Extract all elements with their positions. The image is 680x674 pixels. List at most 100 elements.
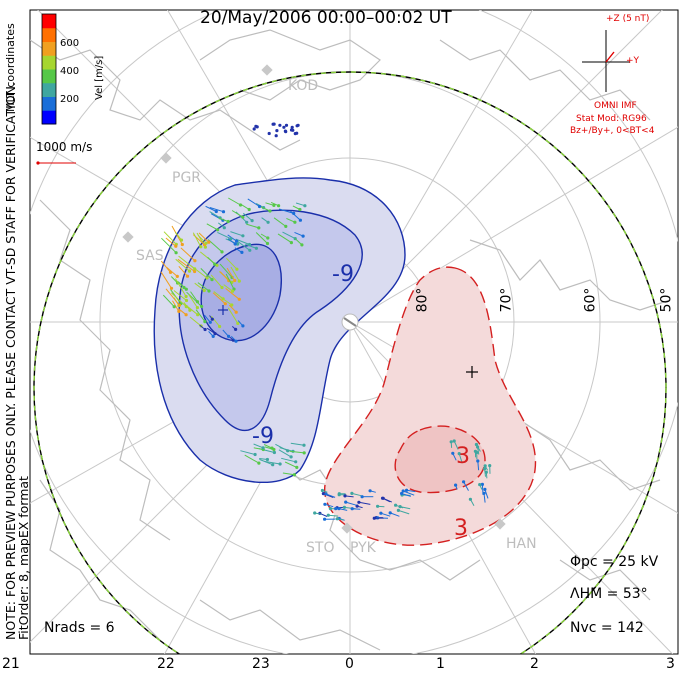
- coastlines: [30, 29, 671, 651]
- velocity-vector: [217, 231, 232, 240]
- vector-origin: [291, 128, 295, 132]
- velocity-vector: [228, 304, 237, 313]
- velocity-vector: [377, 505, 385, 508]
- potential-maximum-marker: [466, 366, 478, 378]
- velocity-vector: [483, 493, 486, 503]
- velocity-vector: [220, 296, 233, 306]
- velocity-vector: [395, 504, 404, 509]
- latitude-label: 50°: [658, 287, 675, 313]
- vector-origin: [284, 123, 289, 127]
- velocity-vector: [479, 484, 483, 490]
- velocity-vector: [162, 294, 175, 308]
- side-note: NOTE: FOR PREVIEW PURPOSES ONLY. PLEASE …: [3, 82, 31, 640]
- imf-condition-label: Bz+/By+, 0<BT<4: [570, 126, 655, 136]
- velocity-vector: [453, 440, 459, 450]
- site-label: PGR: [172, 170, 202, 186]
- velocity-vector: [240, 450, 256, 455]
- colorbar-tick: 200: [60, 94, 80, 105]
- velocity-vector: [264, 460, 281, 465]
- velocity-vector: [160, 260, 171, 273]
- velocity-vector: [195, 309, 206, 322]
- velocity-vector: [294, 231, 304, 237]
- vector-scale-label: 1000 m/s: [36, 140, 93, 154]
- imf-scale-label: +Z (5 nT): [606, 14, 650, 24]
- velocity-vector: [197, 282, 210, 292]
- velocity-vector: [242, 212, 253, 221]
- velocity-vector: [401, 493, 411, 497]
- velocity-vector: [278, 208, 294, 214]
- velocity-vector: [356, 505, 363, 509]
- velocity-vector: [192, 232, 202, 248]
- vector-origin: [372, 516, 376, 520]
- velocity-vector: [229, 336, 234, 341]
- velocity-vector: [289, 450, 305, 454]
- velocity-vector: [209, 211, 221, 219]
- colorbar-segment: [42, 55, 56, 70]
- plot-frame: [29, 9, 679, 655]
- colorbar-segment: [42, 82, 56, 97]
- velocity-vector: [259, 458, 273, 466]
- velocity-vector: [209, 315, 213, 320]
- colorbar-segment: [42, 27, 56, 42]
- imf-model-label: Stat Mod: RG96: [576, 114, 647, 124]
- radar-count: Nrads = 6: [44, 620, 115, 636]
- mlt-label: 1: [436, 656, 445, 672]
- velocity-vector: [290, 210, 301, 221]
- velocity-vector: [294, 238, 303, 246]
- velocity-vector: [484, 465, 489, 471]
- velocity-vector: [277, 233, 292, 244]
- velocity-vector: [178, 308, 187, 316]
- velocity-vector: [165, 288, 180, 306]
- velocity-vector: [231, 326, 236, 330]
- velocity-vector: [190, 291, 198, 302]
- velocity-vector: [207, 256, 216, 265]
- velocity-vector: [322, 490, 328, 493]
- velocity-vector: [380, 512, 391, 517]
- hm-boundary-latitude: ΛHM = 53°: [570, 586, 648, 602]
- velocity-vector: [227, 307, 239, 324]
- velocity-vector: [259, 205, 271, 212]
- velocity-vector: [205, 205, 217, 212]
- velocity-vector: [265, 202, 275, 206]
- velocity-vector: [292, 205, 301, 210]
- velocity-vector: [259, 458, 268, 460]
- velocity-vector: [174, 278, 187, 297]
- mlt-label: 22: [157, 656, 175, 672]
- velocity-vector: [176, 280, 185, 288]
- vector-count: Nvc = 142: [570, 620, 644, 636]
- velocity-vector: [477, 460, 480, 471]
- velocity-vector: [173, 290, 187, 301]
- vector-origin: [282, 125, 286, 129]
- velocity-vector: [358, 501, 371, 505]
- velocity-vector: [234, 247, 243, 253]
- velocity-vector: [197, 234, 207, 244]
- velocity-vector: [325, 493, 336, 498]
- velocity-vector: [227, 238, 236, 245]
- velocity-vector: [230, 336, 237, 342]
- latitude-label: 60°: [582, 287, 599, 313]
- colorbar-segment: [42, 110, 56, 125]
- velocity-vector: [244, 454, 260, 464]
- vector-origin: [272, 122, 276, 126]
- velocity-vector: [186, 305, 199, 316]
- fit-order-note: FitOrder: 8, mapEX format: [16, 476, 31, 640]
- velocity-vector: [390, 512, 400, 517]
- velocity-vector: [219, 271, 230, 281]
- velocity-vector: [200, 268, 213, 280]
- velocity-vector: [275, 443, 288, 452]
- imf-source-label: OMNI IMF: [594, 101, 637, 111]
- velocity-vector: [324, 503, 334, 508]
- velocity-vector: [188, 294, 198, 308]
- velocity-vector: [255, 232, 268, 244]
- velocity-vector: [261, 217, 269, 223]
- velocity-vector: [403, 490, 415, 496]
- colorbar-tick: 600: [60, 38, 80, 49]
- velocity-vector: [345, 501, 357, 506]
- latitude-label: 70°: [498, 287, 515, 313]
- imf-y-label: +Y: [626, 56, 640, 66]
- velocity-vector: [485, 472, 488, 479]
- velocity-vector: [455, 484, 458, 490]
- colorbar-segment: [42, 14, 56, 29]
- velocity-vector: [199, 324, 206, 330]
- dusk-cell-contour-label: -9: [252, 424, 274, 449]
